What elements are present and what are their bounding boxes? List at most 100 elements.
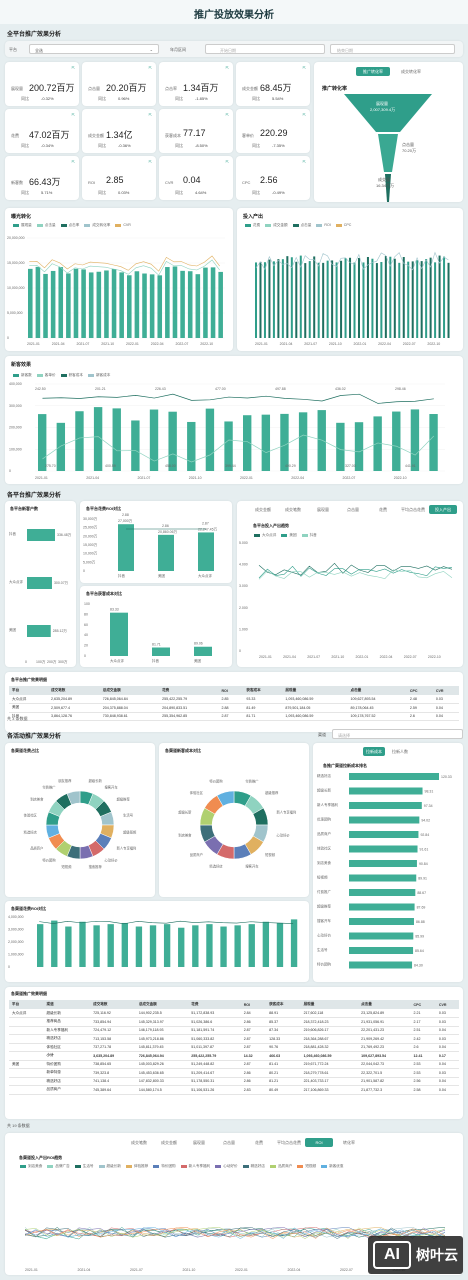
x-tick: 2022-07 <box>404 655 417 659</box>
tab-cac[interactable]: 拉新成本 <box>363 747 385 756</box>
legend-item[interactable]: 点击量 <box>288 223 311 227</box>
channel-metric-tab[interactable]: 展现量 <box>193 1140 205 1145</box>
channel-metric-tab[interactable]: 转化率 <box>343 1140 355 1145</box>
legend-item[interactable]: 花费 <box>240 223 260 227</box>
column-header[interactable]: CPC <box>410 1000 436 1009</box>
legend-item[interactable]: 心动好价 <box>210 1164 238 1168</box>
link-icon[interactable]: ⇱ <box>148 112 152 117</box>
link-icon[interactable]: ⇱ <box>148 65 152 70</box>
bar <box>79 921 86 967</box>
table-cell: 2.17 <box>410 1017 436 1027</box>
column-header[interactable]: CVR <box>435 1000 459 1009</box>
column-header[interactable]: 获客成本 <box>243 686 283 695</box>
column-header[interactable]: 获客成本 <box>266 1000 301 1009</box>
platform-select[interactable]: 全选 ⌄ <box>29 44 159 54</box>
column-header[interactable]: ROI <box>240 1000 267 1009</box>
link-icon[interactable]: ⇱ <box>225 159 229 164</box>
platform-metric-tab[interactable]: 点击量 <box>347 507 359 512</box>
tab-newcount[interactable]: 拉新人数 <box>392 749 408 754</box>
legend-item[interactable]: 美团 <box>276 533 297 537</box>
bar <box>110 612 128 656</box>
column-header[interactable]: 成交笔数 <box>90 1000 136 1009</box>
platform-metric-tab[interactable]: 花费 <box>379 507 387 512</box>
legend-item[interactable]: CVR <box>110 223 131 227</box>
platform-metric-tab[interactable]: 成交金额 <box>255 507 271 512</box>
kpi-value: 77.17 <box>183 128 206 138</box>
platform-metric-tab[interactable]: 平均点击花费 <box>401 507 425 512</box>
table-row: 抖音 3,864,128.76 730,848,938.61 255,354,962.… <box>9 712 459 721</box>
legend-item[interactable]: 大众点评 <box>249 533 276 537</box>
legend-item[interactable]: 短视频 <box>292 1164 316 1168</box>
tab-promo-conversion[interactable]: 推广转化率 <box>356 67 390 76</box>
column-header[interactable]: 渠道 <box>43 1000 91 1009</box>
column-header[interactable]: 展现量 <box>282 686 348 695</box>
legend-item[interactable]: CPC <box>331 223 351 227</box>
legend-item[interactable]: 抖音 <box>297 533 317 537</box>
channel-metric-tab[interactable]: ROI <box>305 1138 333 1147</box>
channel-metric-tab[interactable]: 花费 <box>255 1140 263 1145</box>
channel-metric-tab[interactable]: 成交笔数 <box>131 1140 147 1145</box>
legend-item[interactable]: 特价团购 <box>148 1164 176 1168</box>
legend-item[interactable]: 展现量 <box>8 223 32 227</box>
legend-item[interactable]: 成交金额 <box>260 223 288 227</box>
channel-metric-tab[interactable]: 点击量 <box>223 1140 235 1145</box>
legend-item[interactable]: 品牌广告 <box>42 1164 70 1168</box>
legend-item[interactable]: 点击率 <box>56 223 79 227</box>
legend-item[interactable]: 到店美食 <box>15 1164 42 1168</box>
column-header[interactable]: 平台 <box>9 686 49 695</box>
link-icon[interactable]: ⇱ <box>148 159 152 164</box>
link-icon[interactable]: ⇱ <box>225 65 229 70</box>
column-header[interactable]: 点击量 <box>358 1000 411 1009</box>
column-header[interactable]: 花费 <box>188 1000 241 1009</box>
link-icon[interactable]: ⇱ <box>71 65 75 70</box>
platform-value: 全选 <box>35 47 43 53</box>
table-cell: 0.04 <box>435 1085 459 1095</box>
column-header[interactable]: CPC <box>406 686 433 695</box>
legend-item[interactable]: 品质商户 <box>265 1164 292 1168</box>
legend-item[interactable]: 生活号 <box>70 1164 94 1168</box>
link-icon[interactable]: ⇱ <box>71 112 75 117</box>
legend-item[interactable]: ROI <box>311 223 331 227</box>
column-header[interactable]: 展现量 <box>300 1000 359 1009</box>
legend-item[interactable]: 超级长新 <box>94 1164 121 1168</box>
channel-metric-tab[interactable]: 成交金额 <box>161 1140 177 1145</box>
legend-item[interactable]: 新人专享福利 <box>176 1164 210 1168</box>
tab-deal-conversion[interactable]: 成交转化率 <box>401 69 421 74</box>
column-header[interactable]: 总成交金额 <box>99 686 160 695</box>
x-tick: 0 <box>25 660 27 664</box>
channel-metric-tab[interactable]: 平均点击花费 <box>277 1140 301 1145</box>
column-header[interactable]: 总成交金额 <box>135 1000 189 1009</box>
channel-select[interactable]: 请选择 <box>332 729 463 739</box>
legend-item[interactable]: 成交转化率 <box>79 223 110 227</box>
table-cell: 21,769,492.23 <box>358 1043 411 1052</box>
column-header[interactable]: 成交笔数 <box>48 686 100 695</box>
kpi-card: ⇱ 点击率 1.34百万 同比 -1.85% <box>159 62 233 106</box>
x-tick: 2022-04 <box>288 1268 301 1272</box>
legend-item[interactable]: 新客数 <box>8 373 32 377</box>
platform-metric-tab[interactable]: 成交笔数 <box>285 507 301 512</box>
platform-metric-tab[interactable]: 投入产出 <box>429 505 457 514</box>
platform-metric-tab[interactable]: 展现量 <box>317 507 329 512</box>
link-icon[interactable]: ⇱ <box>71 159 75 164</box>
legend-item[interactable]: 新客成本 <box>83 373 110 377</box>
link-icon[interactable]: ⇱ <box>302 112 306 117</box>
end-date-input[interactable]: 结束日期 <box>330 44 455 54</box>
data-label: 92.84 <box>420 833 429 837</box>
data-label: 98.31 <box>425 790 434 794</box>
link-icon[interactable]: ⇱ <box>302 159 306 164</box>
legend-item[interactable]: 客单价 <box>32 373 56 377</box>
link-icon[interactable]: ⇱ <box>225 112 229 117</box>
column-header[interactable]: 点击量 <box>347 686 407 695</box>
legend-item[interactable]: 获客成本 <box>56 373 83 377</box>
link-icon[interactable]: ⇱ <box>302 65 306 70</box>
column-header[interactable]: CVR <box>432 686 459 695</box>
column-header[interactable]: 平台 <box>9 1000 44 1009</box>
start-date-input[interactable]: 开始日期 <box>205 44 325 54</box>
legend-item[interactable]: 点击量 <box>32 223 56 227</box>
column-header[interactable]: 花费 <box>159 686 219 695</box>
legend-item[interactable]: 体验推荐 <box>121 1164 148 1168</box>
legend-item[interactable]: 新客优惠 <box>316 1164 344 1168</box>
legend-item[interactable]: 精选好店 <box>238 1164 265 1168</box>
column-header[interactable]: ROI <box>218 686 244 695</box>
